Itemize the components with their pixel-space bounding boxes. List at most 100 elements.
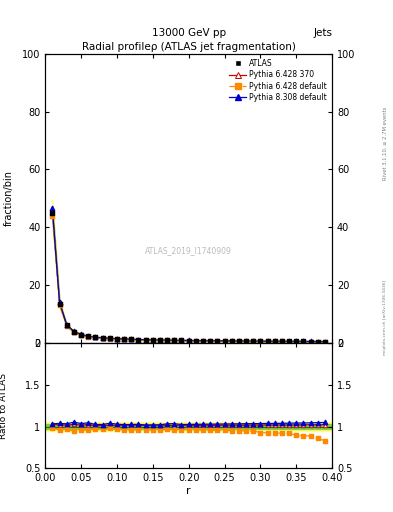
Point bbox=[107, 334, 113, 343]
Point bbox=[99, 421, 106, 430]
Point bbox=[178, 421, 185, 430]
Point bbox=[229, 337, 235, 345]
Point bbox=[57, 298, 63, 307]
Point bbox=[78, 330, 84, 338]
Point bbox=[257, 337, 263, 346]
Point bbox=[250, 337, 256, 345]
Point bbox=[264, 419, 271, 428]
Point bbox=[279, 337, 285, 346]
Point bbox=[143, 336, 149, 344]
Point bbox=[300, 419, 307, 427]
Point bbox=[121, 425, 127, 434]
Point bbox=[150, 336, 156, 344]
Point bbox=[99, 334, 106, 342]
Point bbox=[293, 431, 299, 439]
Point bbox=[185, 425, 192, 434]
Point bbox=[128, 421, 134, 429]
Point bbox=[178, 425, 185, 434]
Point bbox=[221, 421, 228, 430]
Point bbox=[250, 337, 256, 345]
Point bbox=[114, 421, 120, 430]
Point bbox=[64, 420, 70, 428]
Point bbox=[92, 333, 99, 342]
Point bbox=[150, 336, 156, 344]
Point bbox=[214, 337, 220, 345]
Point bbox=[300, 337, 307, 346]
Point bbox=[243, 421, 249, 429]
Point bbox=[314, 418, 321, 426]
Point bbox=[171, 425, 177, 434]
Point bbox=[236, 421, 242, 430]
Point bbox=[250, 421, 256, 429]
Point bbox=[207, 337, 213, 345]
Point bbox=[221, 337, 228, 345]
Point bbox=[257, 421, 263, 429]
Point bbox=[64, 421, 70, 429]
Point bbox=[314, 337, 321, 346]
Point bbox=[272, 337, 278, 346]
Point bbox=[92, 333, 99, 342]
Point bbox=[314, 337, 321, 346]
Point bbox=[71, 420, 77, 429]
Point bbox=[114, 335, 120, 343]
Point bbox=[71, 328, 77, 336]
Point bbox=[293, 337, 299, 346]
Y-axis label: Ratio to ATLAS: Ratio to ATLAS bbox=[0, 373, 8, 439]
Point bbox=[279, 337, 285, 346]
Point bbox=[307, 337, 314, 346]
Point bbox=[264, 337, 271, 346]
Point bbox=[157, 421, 163, 429]
Point bbox=[243, 337, 249, 345]
Point bbox=[178, 336, 185, 345]
Point bbox=[99, 334, 106, 342]
Text: ATLAS_2019_I1740909: ATLAS_2019_I1740909 bbox=[145, 246, 232, 255]
Point bbox=[200, 337, 206, 345]
Point bbox=[135, 336, 141, 344]
Point bbox=[193, 420, 199, 429]
Point bbox=[135, 335, 141, 344]
Point bbox=[107, 419, 113, 428]
Point bbox=[114, 335, 120, 343]
Point bbox=[164, 336, 170, 344]
Point bbox=[171, 336, 177, 345]
Point bbox=[150, 422, 156, 430]
Point bbox=[135, 335, 141, 344]
Point bbox=[322, 420, 328, 429]
Point bbox=[229, 337, 235, 345]
Point bbox=[99, 420, 106, 429]
Point bbox=[264, 337, 271, 345]
Point bbox=[78, 421, 84, 429]
Point bbox=[264, 421, 271, 429]
Point bbox=[314, 434, 321, 442]
Point bbox=[71, 327, 77, 335]
Point bbox=[121, 335, 127, 343]
Point bbox=[114, 335, 120, 343]
Point bbox=[193, 426, 199, 434]
Point bbox=[307, 337, 314, 346]
Point bbox=[143, 336, 149, 344]
Point bbox=[257, 337, 263, 345]
Point bbox=[221, 426, 228, 435]
Point bbox=[207, 337, 213, 345]
Point bbox=[229, 337, 235, 345]
Point bbox=[107, 334, 113, 343]
Point bbox=[286, 419, 292, 427]
Point bbox=[135, 421, 141, 429]
Point bbox=[286, 337, 292, 346]
Point bbox=[200, 336, 206, 345]
Point bbox=[71, 418, 77, 426]
Point bbox=[279, 419, 285, 428]
Point bbox=[49, 204, 55, 212]
Point bbox=[193, 336, 199, 345]
Point bbox=[264, 429, 271, 437]
Point bbox=[150, 336, 156, 344]
Point bbox=[92, 333, 99, 342]
X-axis label: r: r bbox=[186, 486, 191, 496]
Point bbox=[236, 337, 242, 345]
Point bbox=[214, 420, 220, 428]
Point bbox=[85, 332, 91, 340]
Point bbox=[300, 432, 307, 440]
Point bbox=[92, 424, 99, 433]
Point bbox=[178, 336, 185, 345]
Point bbox=[128, 420, 134, 429]
